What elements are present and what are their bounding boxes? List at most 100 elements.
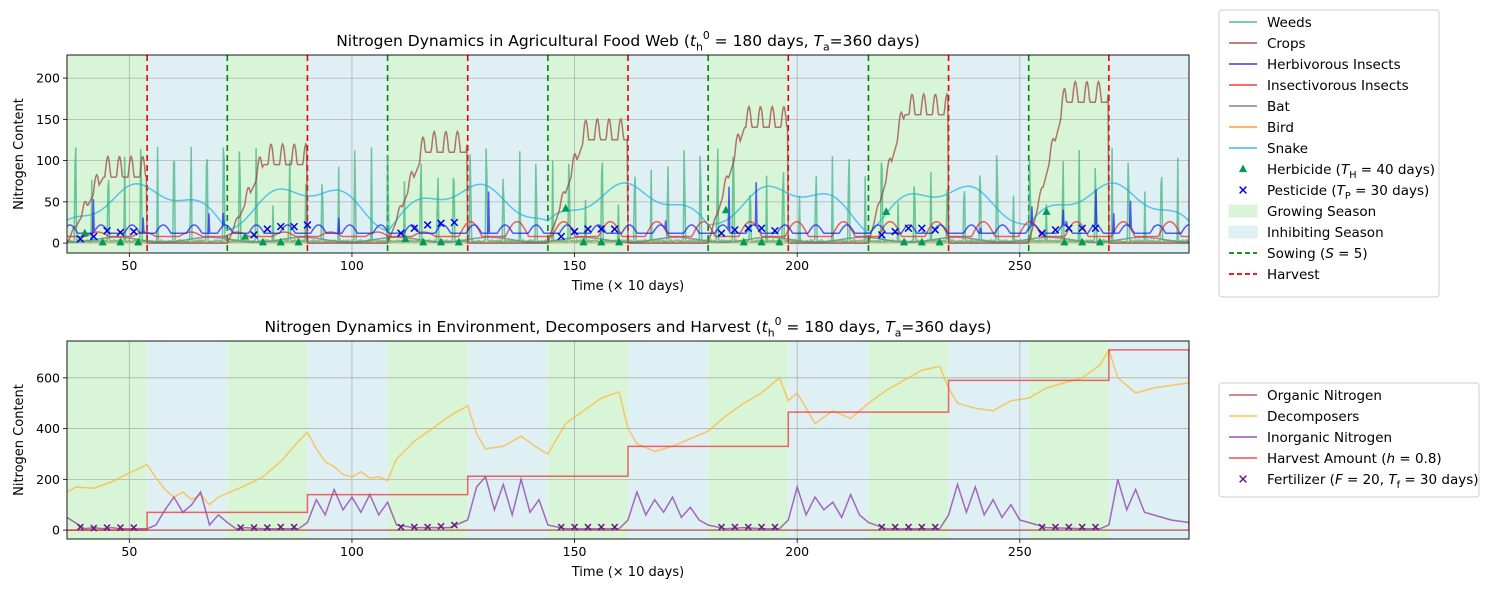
- herbicide-marker: [597, 237, 606, 246]
- pesticide-marker: [423, 221, 432, 229]
- marker-stroke: [437, 219, 445, 228]
- legend-label: Pesticide (TP = 30 days): [1267, 183, 1429, 202]
- pesticide-marker: [584, 225, 592, 233]
- fertilizer-marker: [290, 523, 298, 531]
- y-tick-label: 0: [52, 523, 60, 538]
- fertilizer-marker: [731, 523, 739, 531]
- marker-stroke: [771, 523, 779, 531]
- growing-season-band: [547, 55, 628, 253]
- growing-season-band: [1028, 341, 1109, 539]
- herbicide-marker: [80, 228, 89, 237]
- marker-stroke: [90, 524, 98, 532]
- marker-stroke: [303, 221, 312, 229]
- season-bands: [67, 341, 1189, 539]
- fertilizer-marker: [891, 523, 899, 531]
- marker-stroke: [570, 227, 579, 236]
- pesticide-marker: [917, 224, 926, 233]
- pesticide-marker: [103, 226, 111, 235]
- x-axis-label: Time (× 10 days): [571, 565, 684, 580]
- data-layer: [67, 348, 1189, 532]
- marker-stroke: [116, 228, 125, 237]
- marker-stroke: [931, 225, 940, 234]
- fertilizer-marker: [130, 524, 138, 532]
- growing-season-band: [868, 341, 949, 539]
- fertilizer-marker: [771, 523, 779, 531]
- marker-stroke: [730, 225, 739, 234]
- chart-title: Nitrogen Dynamics in Environment, Decomp…: [264, 315, 991, 340]
- fertilizer-marker: [76, 523, 84, 531]
- herbicide-marker: [134, 237, 143, 246]
- pesticide-marker: [877, 230, 886, 239]
- fertilizer-marker: [1038, 523, 1046, 531]
- legend-label: Crops: [1267, 36, 1306, 52]
- fertilizer-marker: [1078, 523, 1086, 531]
- environment-legend: Organic Nitrogen Decomposers Inorganic Nit…: [1218, 382, 1480, 498]
- food-web-legend: Weeds Crops Herbivorous Insects Insectivoro…: [1218, 9, 1440, 298]
- marker-stroke: [597, 523, 605, 531]
- pesticide-marker: [1064, 224, 1073, 233]
- pesticide-marker: [757, 224, 766, 233]
- fertilizer-marker: [878, 523, 886, 531]
- pesticide-marker: [410, 224, 419, 233]
- pesticide-marker: [771, 226, 779, 235]
- herbicide-marker: [917, 237, 926, 246]
- fertilizer-marker: [584, 523, 592, 531]
- growing-season-band: [387, 341, 468, 539]
- legend-label: Sowing (S = 5): [1267, 246, 1368, 262]
- pesticide-marker: [1051, 225, 1060, 234]
- x-tick-label: 200: [785, 258, 809, 273]
- herbicide-marker: [98, 237, 107, 246]
- food-web-chart: 50 100 150 200 250 0 50 100 150 200 Time (× 10 day…: [12, 29, 1190, 294]
- marker-stroke: [1038, 523, 1046, 531]
- legend-label: Fertilizer (F = 20, Tf = 30 days): [1267, 472, 1479, 491]
- x-axis-label: Time (× 10 days): [571, 279, 684, 294]
- y-axis-label: Nitrogen Content: [12, 98, 27, 210]
- fertilizer-marker: [437, 522, 445, 530]
- series-crops: [67, 79, 1189, 244]
- inhibiting-season-band: [147, 55, 228, 253]
- marker-stroke: [744, 224, 753, 233]
- herbicide-marker: [454, 237, 463, 246]
- marker-stroke: [397, 229, 405, 238]
- marker-stroke: [878, 523, 886, 531]
- series-inorganic-nitrogen: [67, 475, 1189, 530]
- herbicide-marker: [935, 237, 944, 246]
- marker-stroke: [1239, 186, 1247, 194]
- legend-marker-swatch: [1238, 164, 1248, 173]
- marker-stroke: [263, 524, 271, 532]
- legend-label: Insectivorous Insects: [1267, 78, 1409, 94]
- marker-stroke: [597, 225, 606, 233]
- marker-stroke: [76, 235, 85, 243]
- legend-label: Inhibiting Season: [1267, 225, 1384, 241]
- series-harvest-amount-h-: [67, 349, 1189, 531]
- marker-stroke: [76, 523, 84, 531]
- marker-stroke: [1051, 225, 1060, 234]
- herbicide-marker: [116, 237, 125, 246]
- marker-stroke: [904, 523, 913, 531]
- marker-stroke: [450, 218, 459, 227]
- y-tick-label: 200: [36, 472, 60, 487]
- legend-label: Herbivorous Insects: [1267, 57, 1401, 73]
- pesticide-marker: [437, 219, 445, 228]
- herbicide-marker: [882, 207, 891, 215]
- legend-label: Organic Nitrogen: [1267, 388, 1382, 404]
- chart-title: Nitrogen Dynamics in Agricultural Food W…: [336, 29, 920, 54]
- growing-season-band: [708, 341, 789, 539]
- fertilizer-marker: [103, 524, 111, 532]
- marker-stroke: [584, 225, 592, 233]
- legend-label: Bird: [1267, 120, 1294, 136]
- marker-stroke: [931, 523, 939, 531]
- marker-stroke: [1078, 523, 1086, 531]
- fertilizer-marker: [717, 523, 726, 531]
- pesticide-marker: [570, 227, 579, 236]
- fertilizer-marker: [397, 523, 405, 531]
- marker-stroke: [277, 523, 285, 531]
- fertilizer-marker: [1065, 523, 1073, 531]
- legend-patch-swatch: [1228, 204, 1258, 218]
- fertilizer-marker: [424, 523, 432, 531]
- pesticide-marker: [717, 229, 726, 238]
- pesticide-marker: [263, 225, 272, 233]
- legend-patch-swatch: [1228, 225, 1258, 239]
- fertilizer-marker: [237, 524, 245, 532]
